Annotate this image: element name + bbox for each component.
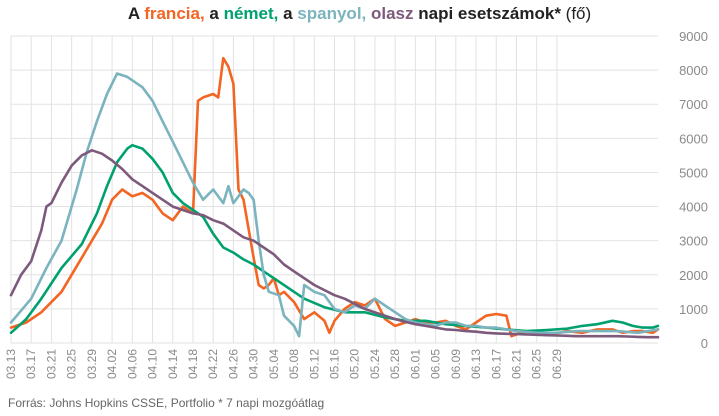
series-lines [9,56,660,339]
x-tick-label: 04.22 [206,349,220,379]
grid-lines [10,35,658,344]
title-nemet: német, [223,4,279,23]
x-tick-label: 05.12 [307,349,321,379]
title-olasz: olasz [371,4,414,23]
title-a-2: a [204,4,224,23]
y-tick-label: 5000 [679,165,708,180]
x-tick-label: 04.10 [146,349,160,379]
x-tick-label: 04.14 [166,349,180,379]
y-tick-label: 0 [701,336,708,351]
x-tick-label: 05.04 [267,349,281,379]
y-axis-ticks: 0 1000 2000 3000 4000 5000 6000 7000 8000 9000 [679,29,708,351]
y-tick-label: 2000 [679,268,708,283]
title-spanyol: spanyol, [297,4,367,23]
x-tick-label: 03.17 [24,349,38,379]
y-tick-label: 1000 [679,302,708,317]
title-prefix: A [127,4,145,23]
x-tick-label: 06.25 [530,349,544,379]
x-tick-label: 05.08 [287,349,301,379]
x-tick-label: 03.13 [4,349,18,379]
x-tick-label: 05.20 [348,349,362,379]
x-axis-ticks: 03.13 03.17 03.21 03.25 03.29 04.02 04.06 04.10… [4,349,564,379]
x-tick-label: 05.28 [388,349,402,379]
source-note: Forrás: Johns Hopkins CSSE, Portfolio * … [8,396,325,410]
title-rest: napi esetszámok* [413,4,561,23]
y-tick-label: 6000 [679,131,708,146]
x-tick-label: 04.06 [125,349,139,379]
x-tick-label: 03.21 [44,349,58,379]
series-line-spanyol [9,72,660,338]
x-tick-label: 03.25 [65,349,79,379]
x-tick-label: 03.29 [85,349,99,379]
x-tick-label: 06.05 [429,349,443,379]
x-tick-label: 05.16 [328,349,342,379]
y-tick-label: 8000 [679,63,708,78]
x-tick-label: 05.24 [368,349,382,379]
x-tick-label: 04.30 [247,349,261,379]
x-tick-label: 06.09 [449,349,463,379]
x-tick-label: 06.13 [469,349,483,379]
title-unit: (fő) [560,4,592,23]
x-tick-label: 04.26 [226,349,240,379]
y-tick-label: 9000 [679,29,708,44]
x-tick-label: 04.18 [186,349,200,379]
chart-title: A francia, a német, a spanyol, olasz nap… [0,4,719,24]
title-a-3: a [278,4,298,23]
y-tick-label: 4000 [679,200,708,215]
x-tick-label: 06.29 [550,349,564,379]
y-tick-label: 3000 [679,234,708,249]
x-tick-label: 04.02 [105,349,119,379]
x-tick-label: 06.17 [489,349,503,379]
series-line-olasz [9,149,660,339]
title-francia: francia, [144,4,205,23]
x-tick-label: 06.01 [408,349,422,379]
series-line-német [9,143,660,335]
y-tick-label: 7000 [679,97,708,112]
x-tick-label: 06.21 [509,349,523,379]
